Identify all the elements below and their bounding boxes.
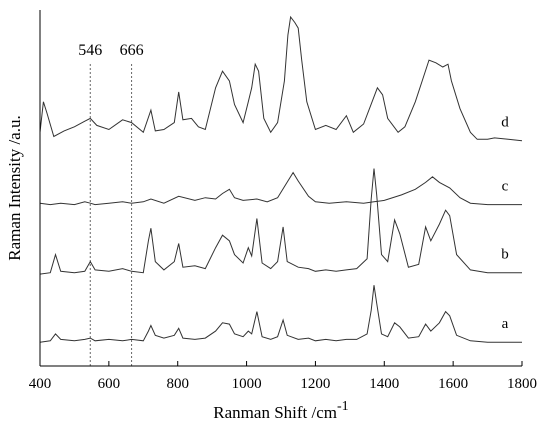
x-tick-label: 1400	[369, 376, 399, 392]
x-tick-label: 1200	[300, 376, 330, 392]
series-line-b	[39, 168, 522, 275]
x-tick-label: 800	[166, 376, 189, 392]
x-tick-label: 1800	[507, 376, 537, 392]
series-label-a: a	[502, 316, 509, 332]
series-line-c	[39, 171, 522, 206]
series-label-d: d	[501, 115, 509, 131]
x-axis-title: Ranman Shift /cm-1	[213, 399, 348, 422]
spectrum-series: a b c d	[39, 15, 523, 343]
x-tick-label: 600	[98, 376, 121, 392]
axes	[39, 10, 522, 367]
series-line-a	[39, 285, 522, 343]
x-axis-ticks: 400 600 800 1000 1200 1400 1600 1800	[29, 361, 537, 392]
reference-line-label: 666	[120, 42, 144, 59]
x-tick-label: 1600	[438, 376, 468, 392]
x-tick-label: 400	[29, 376, 52, 392]
y-axis-title: Raman Intensity /a.u.	[5, 115, 24, 260]
x-tick-label: 1000	[232, 376, 262, 392]
reference-line-label: 546	[78, 42, 102, 59]
series-line-d	[39, 15, 523, 142]
x-axis-title-superscript: -1	[337, 399, 349, 414]
reference-lines: 546 666	[78, 42, 144, 366]
series-label-c: c	[502, 179, 509, 195]
series-label-b: b	[501, 247, 509, 263]
